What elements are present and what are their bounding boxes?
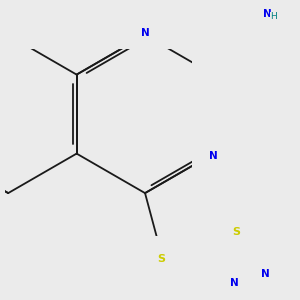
Text: N: N [141, 28, 149, 38]
Text: N: N [209, 151, 218, 161]
Text: S: S [232, 227, 241, 237]
Text: N: N [262, 9, 271, 19]
Text: N: N [230, 278, 239, 288]
Text: S: S [158, 254, 166, 264]
Text: N: N [261, 269, 270, 279]
Text: H: H [270, 12, 277, 21]
